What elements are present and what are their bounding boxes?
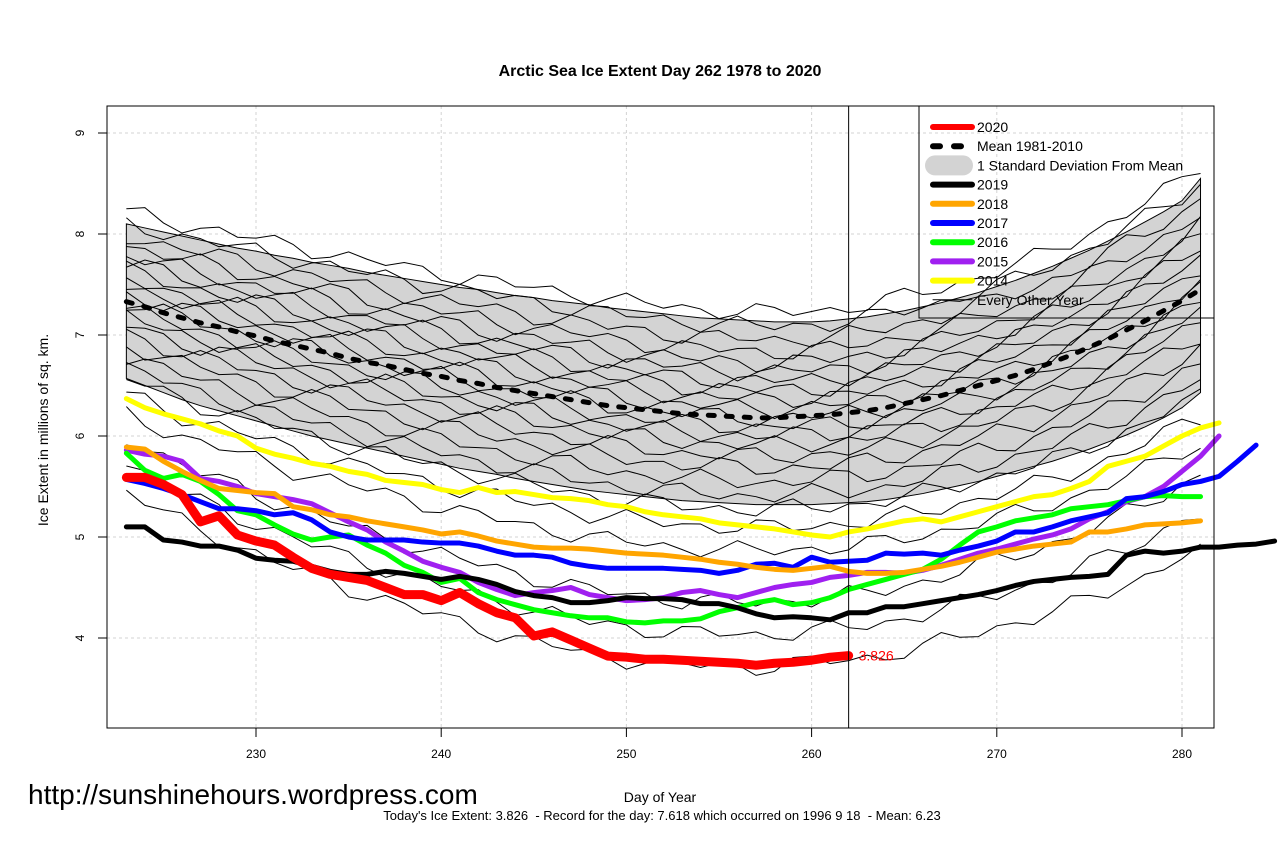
legend-label: 2016 [977, 234, 1008, 250]
legend-label: 2018 [977, 196, 1008, 212]
series-line-2017 [123, 442, 1259, 576]
every-other-year-line [126, 362, 1201, 503]
legend-label: Every Other Year [977, 292, 1084, 308]
x-tick-label: 230 [246, 747, 266, 761]
legend-label: 1 Standard Deviation From Mean [977, 157, 1183, 173]
x-tick-label: 250 [616, 747, 636, 761]
every-other-year-line [126, 281, 1201, 427]
every-other-year-line [126, 275, 1201, 408]
sd-band-area [125, 177, 1202, 506]
every-other-year-line [126, 254, 1201, 397]
every-other-year-line [126, 301, 1201, 434]
legend-label: 2014 [977, 273, 1008, 289]
legend-label: 2020 [977, 119, 1008, 135]
every-other-year-line [126, 233, 1201, 382]
x-axis-label: Day of Year [624, 789, 697, 805]
series-line-2014 [123, 396, 1222, 540]
every-other-year-line [126, 173, 1201, 320]
x-tick-label: 260 [802, 747, 822, 761]
every-other-year-line [126, 306, 1201, 443]
legend-swatch-band [925, 155, 973, 176]
last-value-label: 3.826 [859, 648, 894, 664]
every-other-year-line [126, 322, 1201, 453]
footer-summary: Today's Ice Extent: 3.826 - Record for t… [383, 808, 940, 823]
chart-title: Arctic Sea Ice Extent Day 262 1978 to 20… [499, 63, 822, 80]
every-other-year-line [126, 198, 1201, 348]
legend-label: 2017 [977, 215, 1008, 231]
series-line-2019 [123, 524, 1278, 623]
y-tick-label: 9 [73, 129, 87, 136]
y-tick-label: 6 [73, 432, 87, 439]
every-other-year-line [126, 183, 1201, 333]
every-other-year-line [126, 358, 1201, 489]
y-tick-label: 7 [73, 331, 87, 338]
x-axis: 230 240 250 260 270 280 [246, 728, 1192, 761]
every-other-year-line [126, 379, 1201, 517]
series-line-2015 [123, 433, 1222, 604]
every-other-year-line [126, 343, 1201, 475]
y-tick-label: 8 [73, 230, 87, 237]
x-tick-label: 240 [431, 747, 451, 761]
series-line-2016 [123, 450, 1204, 626]
series-line-2020 [121, 472, 854, 670]
every-other-year-line [126, 250, 1201, 389]
y-axis: 4 5 6 7 8 9 [73, 129, 107, 641]
every-other-year-line [125, 406, 1201, 558]
series-line-2018 [123, 444, 1204, 576]
every-other-year-line [126, 465, 1201, 641]
every-other-year-line [126, 391, 1201, 534]
every-other-year-lines [125, 173, 1201, 676]
every-other-year-line [126, 216, 1201, 373]
x-tick-label: 280 [1172, 747, 1192, 761]
every-other-year-line [126, 328, 1201, 464]
y-tick-label: 5 [73, 533, 87, 540]
x-tick-label: 270 [987, 747, 1007, 761]
sd-band [125, 177, 1202, 506]
year-series: 3.826 [121, 396, 1278, 670]
source-url: http://sunshinehours.wordpress.com [28, 779, 478, 810]
legend-label: 2015 [977, 253, 1008, 269]
legend: 2020 Mean 1981-2010 1 Standard Deviation F… [918, 105, 1215, 319]
y-tick-label: 4 [73, 634, 87, 641]
y-axis-label: Ice Extent in millions of sq. km. [35, 334, 51, 526]
mean-line [123, 287, 1204, 421]
mean-1981-2010-line [123, 287, 1204, 421]
legend-label: 2019 [977, 177, 1008, 193]
plot-frame [106, 105, 1215, 729]
legend-label: Mean 1981-2010 [977, 138, 1083, 154]
